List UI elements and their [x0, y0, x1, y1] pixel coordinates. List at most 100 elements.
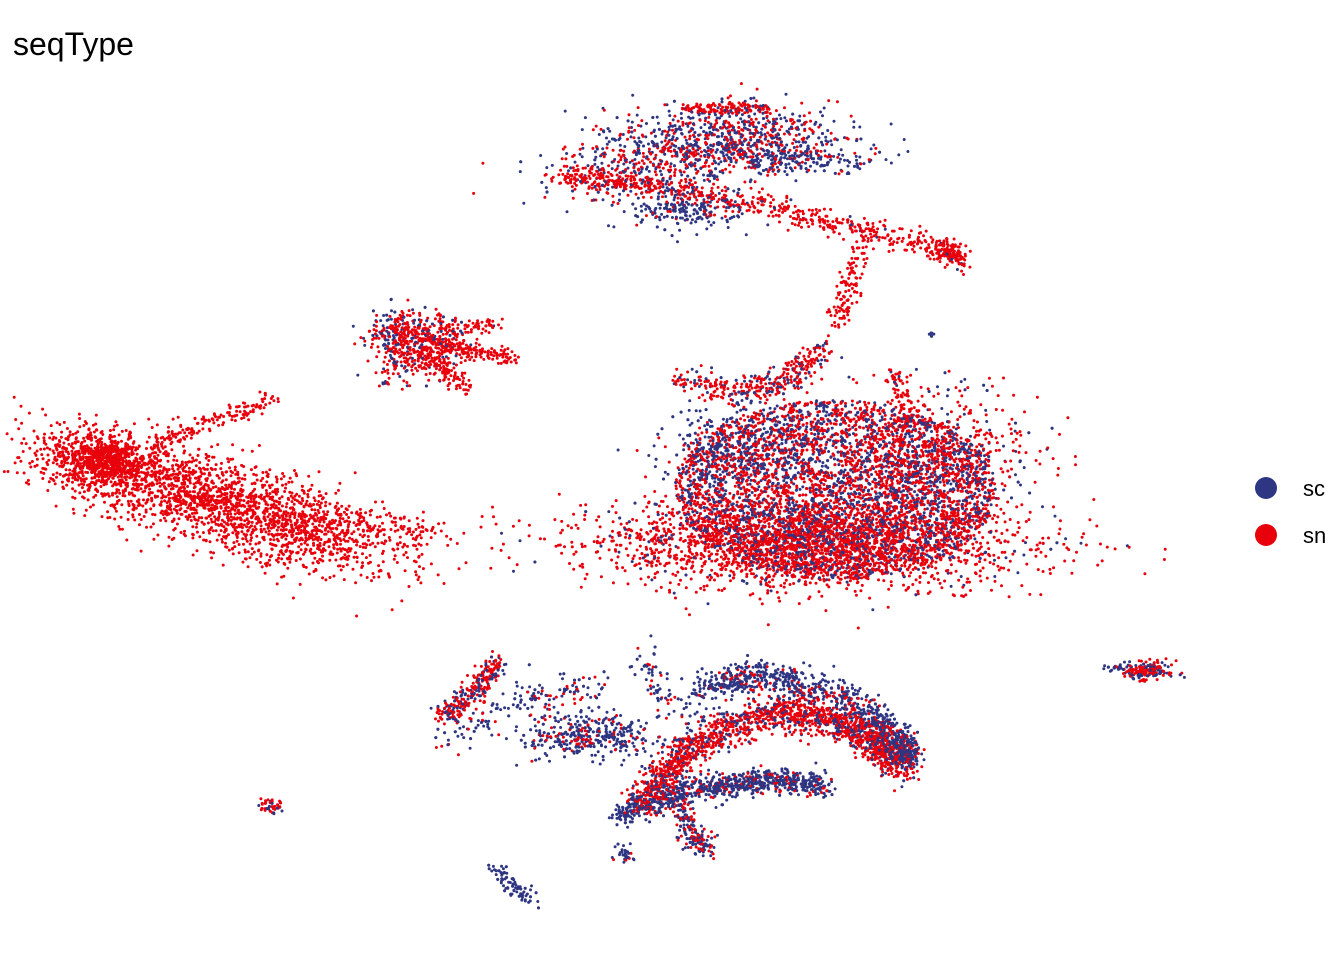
point-sc: [647, 454, 651, 457]
point-sc: [729, 663, 733, 667]
point-sc: [811, 682, 815, 686]
point-sc: [877, 693, 880, 697]
point-sc: [900, 766, 904, 770]
point-sc: [610, 167, 614, 171]
point-sc: [607, 224, 610, 228]
point-sc: [757, 669, 761, 673]
point-sc: [846, 159, 849, 162]
point-sc: [734, 724, 738, 728]
point-sc: [855, 692, 859, 696]
point-sc: [720, 134, 724, 138]
point-sc: [682, 160, 686, 164]
point-sc: [720, 216, 724, 220]
point-sc: [500, 531, 503, 535]
point-sc: [605, 142, 609, 146]
point-sc: [989, 503, 993, 507]
point-sc: [872, 143, 876, 147]
point-sc: [696, 670, 700, 674]
point-sc: [712, 707, 716, 710]
point-sc: [647, 766, 651, 770]
point-sc: [821, 461, 825, 465]
point-sc: [1022, 553, 1026, 557]
point-sc: [790, 169, 794, 173]
point-sc: [790, 440, 794, 444]
point-sc: [671, 118, 675, 122]
point-sc: [710, 675, 714, 679]
point-sc: [922, 511, 926, 515]
point-sc: [854, 413, 858, 417]
point-sc: [690, 421, 694, 425]
point-sc: [705, 227, 709, 231]
point-sc: [744, 662, 748, 666]
point-sc: [872, 711, 876, 715]
point-sc: [721, 132, 724, 136]
point-sc: [848, 215, 852, 218]
point-sc: [702, 198, 706, 202]
point-sc: [695, 217, 699, 221]
point-sc: [891, 712, 895, 716]
point-sc: [721, 171, 725, 175]
point-sc: [630, 126, 633, 129]
point-sc: [839, 148, 843, 152]
point-sc: [698, 702, 701, 706]
point-sc: [1064, 537, 1068, 541]
point-sc: [681, 437, 685, 441]
point-sc: [740, 113, 744, 117]
point-sc: [607, 510, 611, 514]
point-sc: [819, 422, 823, 425]
point-sc: [638, 140, 642, 143]
point-sc: [1014, 449, 1018, 453]
point-sc: [789, 198, 793, 202]
point-sc: [788, 730, 792, 734]
point-sc: [522, 201, 526, 205]
point-sc: [784, 92, 788, 96]
point-sc: [709, 223, 713, 227]
point-sc: [991, 471, 995, 475]
point-sc: [782, 423, 786, 427]
point-sc: [631, 93, 635, 97]
point-sc: [888, 441, 891, 445]
point-sc: [664, 195, 668, 198]
point-sc: [821, 432, 825, 436]
point-sc: [911, 434, 914, 438]
point-sc: [821, 344, 825, 347]
point-sc: [686, 726, 689, 730]
point-sc: [726, 226, 730, 229]
point-sc: [621, 133, 625, 136]
point-sc: [973, 537, 977, 541]
point-sc: [573, 160, 577, 164]
point-sc: [839, 422, 843, 426]
point-sc: [583, 116, 587, 120]
point-sc: [684, 465, 688, 468]
point-sc: [405, 369, 409, 372]
point-sc: [727, 146, 731, 150]
point-sc: [913, 484, 917, 488]
point-sc: [633, 158, 637, 161]
point-sc: [963, 377, 967, 381]
point-sc: [830, 426, 834, 430]
point-sc: [884, 771, 888, 775]
point-sc: [776, 667, 780, 671]
point-sc: [863, 465, 867, 469]
point-sc: [884, 469, 888, 473]
point-sc: [749, 478, 753, 482]
point-sc: [754, 125, 758, 129]
point-sc: [824, 414, 828, 418]
point-sc: [626, 166, 630, 170]
point-sc: [799, 143, 803, 147]
point-sc: [699, 416, 703, 419]
point-sc: [816, 359, 820, 363]
point-sc: [689, 116, 692, 120]
point-sc: [710, 424, 714, 428]
point-sc: [676, 240, 679, 244]
point-sc: [871, 608, 875, 612]
point-sc: [581, 146, 585, 150]
point-sc: [618, 136, 622, 140]
point-sc: [969, 434, 972, 438]
point-sc: [678, 125, 682, 129]
point-sc: [647, 169, 651, 173]
point-sc: [854, 154, 858, 158]
point-sc: [780, 438, 784, 442]
point-sc: [855, 162, 859, 166]
point-sc: [884, 158, 888, 162]
